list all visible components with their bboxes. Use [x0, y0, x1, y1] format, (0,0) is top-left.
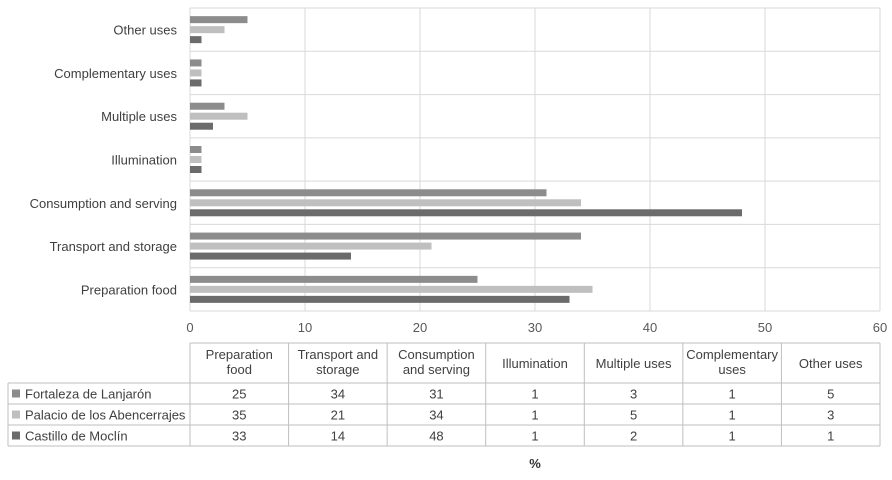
- bar-fortaleza-de-lanjar-n-complementary-uses: [190, 59, 202, 67]
- legend-key-palacio-de-los-abencerrajes: [12, 410, 20, 419]
- table-header-cell: Illumination: [502, 356, 568, 371]
- table-value-cell: 33: [232, 429, 246, 444]
- bar-castillo-de-mocl-n-consumption-and-serving: [190, 209, 742, 217]
- bar-fortaleza-de-lanjar-n-transport-and-storage: [190, 232, 581, 240]
- y-category-label: Other uses: [113, 23, 177, 38]
- legend-label: Fortaleza de Lanjarón: [25, 387, 151, 402]
- table-value-cell: 3: [827, 408, 834, 423]
- legend-label: Palacio de los Abencerrajes: [25, 408, 186, 423]
- table-value-cell: 31: [429, 387, 443, 402]
- table-value-cell: 35: [232, 408, 246, 423]
- y-category-label: Multiple uses: [101, 109, 177, 124]
- table-header-cell: Other uses: [799, 356, 863, 371]
- table-header-cell: Transport and storage: [298, 347, 378, 377]
- axis-layer: 0 10 20 30 40 50 60 Preparation food Transport a…: [30, 23, 888, 335]
- data-table: Preparation food Transport and storage Consu…: [7, 342, 881, 447]
- x-tick-label: 60: [873, 320, 887, 335]
- y-category-label: Complementary uses: [54, 66, 177, 81]
- table-value-cell: 21: [331, 408, 345, 423]
- x-axis-label: %: [529, 456, 541, 471]
- bar-castillo-de-mocl-n-multiple-uses: [190, 122, 213, 130]
- table-value-cell: 3: [630, 387, 637, 402]
- table-value-cell: 1: [827, 429, 834, 444]
- table-value-cell: 1: [531, 408, 538, 423]
- table-header-cell: Preparation food: [206, 347, 273, 377]
- y-category-label: Preparation food: [81, 282, 177, 297]
- table-value-cell: 2: [630, 429, 637, 444]
- table-value-cell: 34: [429, 408, 443, 423]
- bar-fortaleza-de-lanjar-n-multiple-uses: [190, 102, 225, 110]
- table-value-cell: 1: [531, 387, 538, 402]
- table-header-cell: Complementary uses: [686, 347, 778, 377]
- table-value-cell: 1: [729, 429, 736, 444]
- table-header-cell: Multiple uses: [596, 356, 672, 371]
- y-category-label: Illumination: [111, 153, 177, 168]
- table-value-cell: 14: [331, 429, 345, 444]
- bar-palacio-de-los-abencerrajes-consumption-and-serving: [190, 199, 581, 207]
- bar-palacio-de-los-abencerrajes-illumination: [190, 156, 202, 163]
- table-header-cell: Consumption and serving: [398, 347, 475, 377]
- bar-fortaleza-de-lanjar-n-illumination: [190, 146, 202, 153]
- bar-fortaleza-de-lanjar-n-preparation-food: [190, 275, 478, 283]
- y-category-label: Transport and storage: [50, 239, 177, 254]
- bar-castillo-de-mocl-n-preparation-food: [190, 295, 570, 303]
- table-value-cell: 25: [232, 387, 246, 402]
- bar-palacio-de-los-abencerrajes-multiple-uses: [190, 112, 248, 120]
- x-tick-label: 10: [298, 320, 312, 335]
- bar-castillo-de-mocl-n-complementary-uses: [190, 79, 202, 87]
- table-value-cell: 5: [630, 408, 637, 423]
- table-value-cell: 1: [531, 429, 538, 444]
- bar-layer: [190, 16, 742, 303]
- x-tick-label: 50: [758, 320, 772, 335]
- legend-label: Castillo de Moclín: [25, 429, 128, 444]
- bar-palacio-de-los-abencerrajes-complementary-uses: [190, 69, 202, 77]
- table-value-cell: 48: [429, 429, 443, 444]
- bar-castillo-de-mocl-n-other-uses: [190, 36, 202, 44]
- legend-key-fortaleza-de-lanjar-n: [12, 389, 20, 398]
- grid-layer: [189, 7, 881, 312]
- bar-castillo-de-mocl-n-illumination: [190, 166, 202, 173]
- legend-key-castillo-de-mocl-n: [12, 431, 20, 440]
- x-tick-label: 20: [413, 320, 427, 335]
- bar-palacio-de-los-abencerrajes-preparation-food: [190, 285, 593, 293]
- table-value-cell: 1: [729, 387, 736, 402]
- table-value-cell: 34: [331, 387, 345, 402]
- table-value-cell: 1: [729, 408, 736, 423]
- table-value-cell: 5: [827, 387, 834, 402]
- x-tick-label: 30: [528, 320, 542, 335]
- bar-palacio-de-los-abencerrajes-transport-and-storage: [190, 242, 432, 250]
- y-category-label: Consumption and serving: [30, 196, 177, 211]
- bar-fortaleza-de-lanjar-n-consumption-and-serving: [190, 189, 547, 197]
- bar-castillo-de-mocl-n-transport-and-storage: [190, 252, 351, 260]
- x-tick-label: 0: [186, 320, 193, 335]
- bar-fortaleza-de-lanjar-n-other-uses: [190, 16, 248, 24]
- bar-palacio-de-los-abencerrajes-other-uses: [190, 26, 225, 34]
- x-tick-label: 40: [643, 320, 657, 335]
